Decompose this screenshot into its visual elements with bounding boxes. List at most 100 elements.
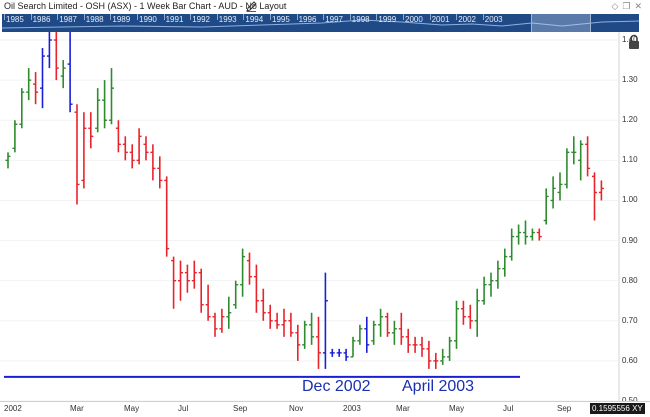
price-bar[interactable] (19, 88, 25, 129)
price-bar[interactable] (378, 308, 384, 337)
price-bar[interactable] (571, 136, 577, 165)
price-bar[interactable] (550, 176, 556, 209)
price-bar[interactable] (74, 104, 80, 205)
price-bar[interactable] (598, 180, 604, 201)
price-bar[interactable] (481, 276, 487, 305)
price-bar[interactable] (164, 176, 170, 257)
price-bar[interactable] (184, 264, 190, 293)
price-bar[interactable] (343, 348, 349, 361)
price-bar[interactable] (426, 340, 432, 369)
price-bar[interactable] (274, 312, 280, 329)
price-bar[interactable] (26, 68, 32, 101)
navigator-year-1995[interactable]: 1995 (272, 15, 290, 24)
price-bar[interactable] (322, 272, 328, 369)
price-bar[interactable] (150, 144, 156, 181)
navigator-year-1994[interactable]: 1994 (245, 15, 264, 24)
price-bar[interactable] (536, 228, 542, 241)
price-bar[interactable] (60, 60, 66, 89)
price-bar[interactable] (405, 328, 411, 353)
price-bar[interactable] (143, 136, 149, 161)
navigator-year-1992[interactable]: 1992 (192, 15, 210, 24)
price-bar[interactable] (260, 288, 266, 321)
price-bar[interactable] (129, 144, 135, 169)
navigator-year-1987[interactable]: 1987 (59, 15, 77, 24)
price-bar[interactable] (212, 312, 218, 337)
restore-icon[interactable]: ❐ (622, 1, 635, 11)
price-bar[interactable] (350, 336, 356, 358)
price-bar[interactable] (592, 172, 597, 221)
price-bar[interactable] (336, 348, 342, 357)
price-bar[interactable] (267, 304, 273, 329)
price-chart[interactable] (0, 32, 650, 416)
price-bar[interactable] (557, 172, 563, 201)
navigator-year-1999[interactable]: 1999 (378, 15, 397, 24)
price-bar[interactable] (578, 140, 584, 181)
price-bar[interactable] (40, 48, 45, 109)
price-bar[interactable] (543, 188, 549, 225)
navigator-year-1988[interactable]: 1988 (85, 15, 104, 24)
pencil-icon[interactable] (246, 1, 257, 12)
price-bar[interactable] (247, 252, 252, 285)
price-bar[interactable] (474, 288, 480, 337)
price-bar[interactable] (316, 316, 321, 369)
price-bar[interactable] (81, 112, 87, 189)
price-bar[interactable] (157, 156, 163, 189)
price-bar[interactable] (233, 280, 239, 309)
price-bar[interactable] (95, 88, 101, 133)
price-bar[interactable] (460, 300, 466, 325)
navigator-year-1991[interactable]: 1991 (165, 15, 184, 24)
price-bar[interactable] (309, 312, 315, 345)
price-bar[interactable] (281, 308, 287, 337)
price-bar[interactable] (295, 324, 301, 361)
navigator-year-2001[interactable]: 2001 (431, 15, 450, 24)
price-bar[interactable] (122, 136, 128, 161)
navigator-year-1989[interactable]: 1989 (112, 15, 131, 24)
price-bar[interactable] (67, 32, 73, 113)
price-bar[interactable] (198, 268, 204, 313)
price-bar[interactable] (115, 120, 121, 153)
price-bar[interactable] (288, 312, 294, 337)
price-bar[interactable] (516, 224, 522, 245)
price-bar[interactable] (33, 72, 39, 105)
navigator-year-1993[interactable]: 1993 (218, 15, 237, 24)
navigator-window-selection[interactable] (531, 14, 591, 32)
lock-icon[interactable] (627, 34, 641, 50)
navigator-year-1998[interactable]: 1998 (351, 15, 370, 24)
price-bar[interactable] (329, 348, 335, 357)
price-bar[interactable] (109, 68, 114, 125)
price-bar[interactable] (529, 228, 535, 241)
price-bar[interactable] (253, 264, 259, 313)
xy-badge[interactable]: XY (632, 404, 643, 413)
price-bar[interactable] (488, 272, 494, 297)
price-bar[interactable] (412, 336, 418, 353)
close-icon[interactable]: ✕ (634, 1, 646, 11)
price-bar[interactable] (191, 260, 197, 289)
price-bar[interactable] (495, 260, 501, 289)
navigator-year-1997[interactable]: 1997 (325, 15, 343, 24)
price-bar[interactable] (205, 284, 211, 321)
price-bar[interactable] (585, 136, 591, 177)
diamond-icon[interactable]: ◇ (611, 1, 623, 11)
price-bar[interactable] (219, 308, 225, 333)
price-bar[interactable] (53, 32, 59, 81)
price-bar[interactable] (564, 148, 570, 189)
price-bar[interactable] (440, 348, 446, 365)
price-bar[interactable] (523, 220, 528, 245)
price-bar[interactable] (136, 128, 142, 165)
price-bar[interactable] (454, 300, 459, 349)
navigator-year-2002[interactable]: 2002 (458, 15, 476, 24)
price-bar[interactable] (240, 248, 246, 297)
navigator-year-1986[interactable]: 1986 (32, 15, 51, 24)
price-bar[interactable] (178, 260, 183, 301)
price-bar[interactable] (102, 80, 108, 129)
navigator-year-1996[interactable]: 1996 (298, 15, 317, 24)
price-bar[interactable] (433, 352, 439, 369)
price-bar[interactable] (391, 320, 397, 345)
price-bar[interactable] (371, 320, 377, 345)
price-bar[interactable] (171, 256, 177, 309)
price-bar[interactable] (447, 336, 453, 361)
navigator-year-2003[interactable]: 2003 (484, 15, 503, 24)
navigator-year-1985[interactable]: 1985 (6, 15, 24, 24)
price-bar[interactable] (502, 248, 508, 277)
navigator-year-2000[interactable]: 2000 (405, 15, 423, 24)
